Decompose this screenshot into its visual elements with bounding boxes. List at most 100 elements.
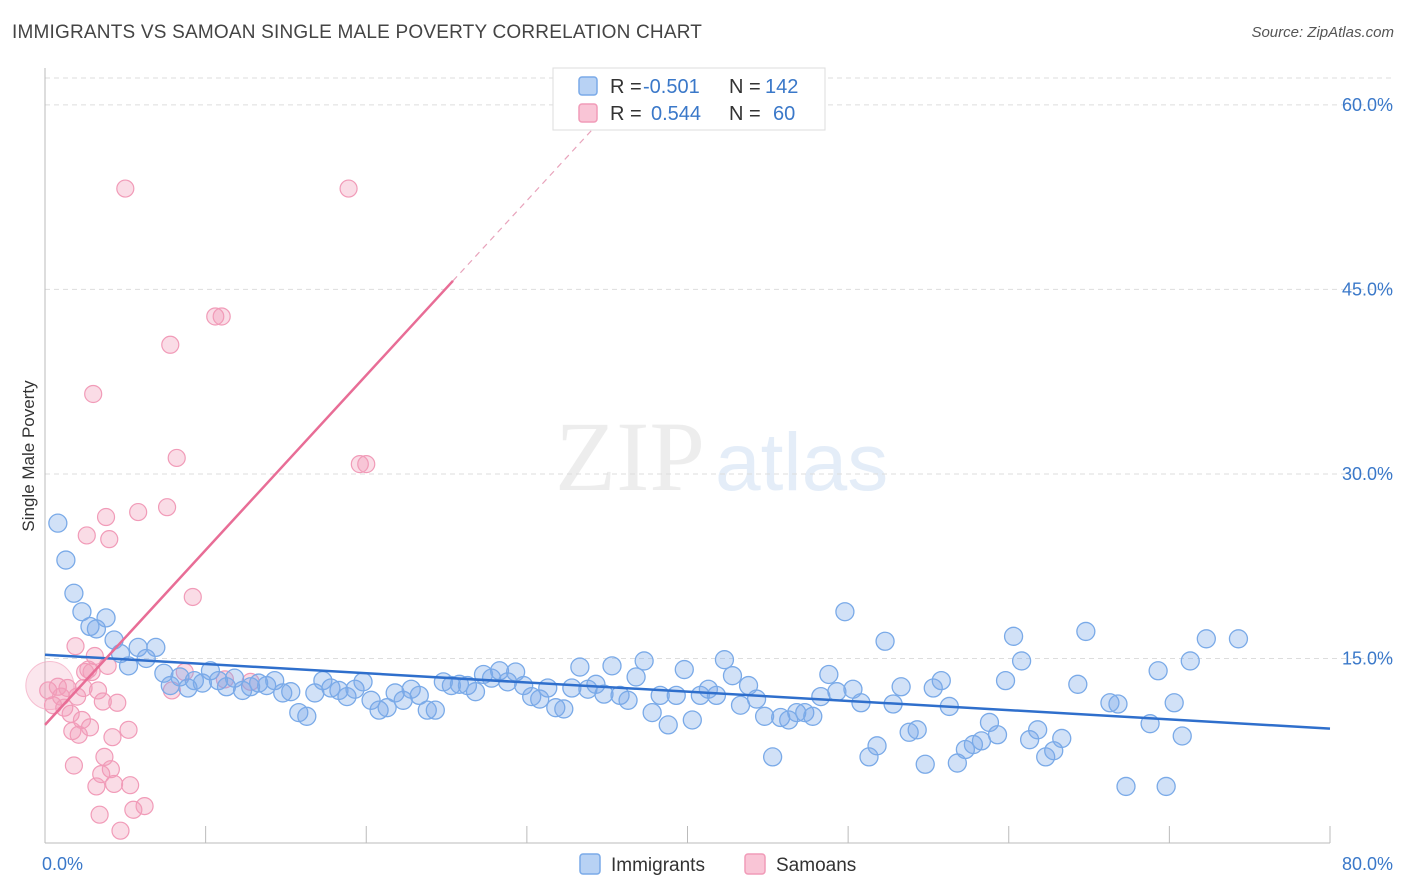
immigrants-point bbox=[642, 702, 662, 723]
trend-lines bbox=[44, 121, 1331, 730]
samoans-point bbox=[183, 587, 202, 607]
immigrants-point bbox=[385, 683, 405, 703]
immigrants-point bbox=[425, 700, 445, 720]
immigrants-point bbox=[562, 678, 582, 698]
watermark-zip: ZIP bbox=[555, 401, 705, 512]
samoans-point bbox=[104, 774, 124, 794]
series-legend: Immigrants Samoans bbox=[579, 853, 856, 876]
immigrants-point bbox=[875, 631, 895, 651]
immigrants-point bbox=[803, 706, 823, 726]
immigrants-point bbox=[377, 698, 397, 718]
legend-r-label-samoans: R = bbox=[610, 103, 642, 125]
immigrants-point bbox=[96, 608, 116, 628]
immigrants-point bbox=[1052, 728, 1072, 749]
immigrants-point bbox=[666, 685, 686, 706]
samoans-point bbox=[93, 692, 112, 711]
samoans-series bbox=[25, 179, 376, 840]
immigrants-point bbox=[827, 682, 847, 702]
immigrants-point bbox=[1068, 674, 1088, 694]
immigrants-point bbox=[714, 650, 735, 670]
immigrants-point bbox=[538, 678, 558, 698]
immigrants-point bbox=[409, 685, 429, 706]
gridlines bbox=[45, 77, 1393, 659]
source-label: Source: ZipAtlas.com bbox=[1251, 24, 1394, 41]
y-tick-label: 30.0% bbox=[1342, 464, 1393, 484]
samoans-point bbox=[135, 796, 154, 816]
immigrants-series bbox=[48, 513, 1249, 797]
samoans-point bbox=[48, 677, 67, 696]
immigrants-point bbox=[1228, 629, 1249, 649]
samoans-point bbox=[119, 720, 138, 739]
samoans-point bbox=[111, 821, 130, 840]
immigrants-point bbox=[146, 637, 166, 658]
immigrants-trend-line bbox=[44, 653, 1331, 730]
immigrants-point bbox=[48, 513, 68, 533]
immigrants-point bbox=[730, 695, 751, 715]
samoans-point bbox=[96, 507, 116, 527]
immigrants-point bbox=[1108, 694, 1128, 714]
samoans-point bbox=[108, 693, 127, 712]
immigrants-point bbox=[634, 651, 654, 671]
immigrants-point bbox=[819, 664, 839, 685]
immigrants-point bbox=[594, 684, 614, 704]
x-tick-label-max: 80.0% bbox=[1342, 854, 1393, 874]
immigrants-point bbox=[417, 700, 437, 720]
samoans-point bbox=[206, 307, 225, 326]
immigrants-point bbox=[1028, 720, 1048, 740]
immigrants-point bbox=[787, 702, 807, 723]
samoans-point bbox=[66, 637, 85, 656]
immigrants-point bbox=[618, 690, 638, 710]
samoans-point bbox=[124, 800, 143, 819]
immigrants-point bbox=[154, 663, 174, 683]
y-tick-label: 45.0% bbox=[1342, 279, 1393, 299]
legend-n-value-immigrants: 142 bbox=[765, 76, 798, 98]
immigrants-point bbox=[353, 672, 373, 692]
legend-label-samoans: Samoans bbox=[776, 855, 856, 876]
samoans-trend-extension bbox=[452, 121, 600, 282]
immigrants-point bbox=[1116, 776, 1136, 797]
immigrants-point bbox=[1100, 693, 1120, 713]
y-tick-labels: 15.0% 30.0% 45.0% 60.0% bbox=[1342, 95, 1393, 669]
immigrants-point bbox=[811, 686, 831, 707]
samoans-trend-line bbox=[44, 279, 454, 726]
samoans-point bbox=[129, 502, 148, 522]
samoans-point bbox=[157, 498, 177, 517]
immigrants-point bbox=[762, 747, 783, 767]
immigrants-point bbox=[530, 689, 550, 709]
legend-box bbox=[552, 67, 826, 131]
immigrants-point bbox=[1076, 621, 1096, 642]
immigrants-point bbox=[118, 656, 139, 676]
correlation-legend: R = -0.501 N = 142 R = 0.544 N = 60 bbox=[552, 67, 826, 131]
immigrants-point bbox=[779, 710, 799, 730]
legend-r-value-samoans: 0.544 bbox=[651, 103, 701, 125]
immigrants-point bbox=[86, 619, 107, 639]
immigrants-point bbox=[554, 699, 574, 719]
immigrants-point bbox=[170, 667, 190, 687]
legend-swatch-samoans bbox=[578, 103, 598, 123]
legend-swatch-immigrants bbox=[578, 76, 598, 96]
immigrants-point bbox=[674, 659, 694, 680]
samoans-point bbox=[350, 455, 369, 474]
immigrants-point bbox=[722, 666, 743, 686]
samoans-point bbox=[121, 776, 140, 795]
samoans-point bbox=[339, 179, 358, 198]
immigrants-point bbox=[1156, 776, 1176, 797]
immigrants-point bbox=[754, 706, 775, 726]
immigrants-point bbox=[1164, 693, 1184, 713]
immigrants-point bbox=[706, 685, 727, 706]
immigrants-point bbox=[931, 670, 951, 691]
samoans-point bbox=[212, 307, 231, 326]
samoans-point bbox=[80, 718, 100, 737]
immigrants-point bbox=[987, 725, 1008, 745]
immigrants-point bbox=[1180, 651, 1200, 671]
immigrants-point bbox=[1003, 626, 1024, 646]
samoans-point bbox=[74, 678, 93, 698]
chart-title: IMMIGRANTS VS SAMOAN SINGLE MALE POVERTY… bbox=[12, 22, 703, 43]
immigrants-point bbox=[891, 677, 911, 697]
immigrants-point bbox=[337, 686, 357, 707]
immigrants-point bbox=[136, 648, 156, 669]
x-tick-label-min: 0.0% bbox=[42, 854, 83, 874]
legend-r-value-immigrants: -0.501 bbox=[643, 76, 700, 98]
samoans-point bbox=[215, 670, 234, 689]
